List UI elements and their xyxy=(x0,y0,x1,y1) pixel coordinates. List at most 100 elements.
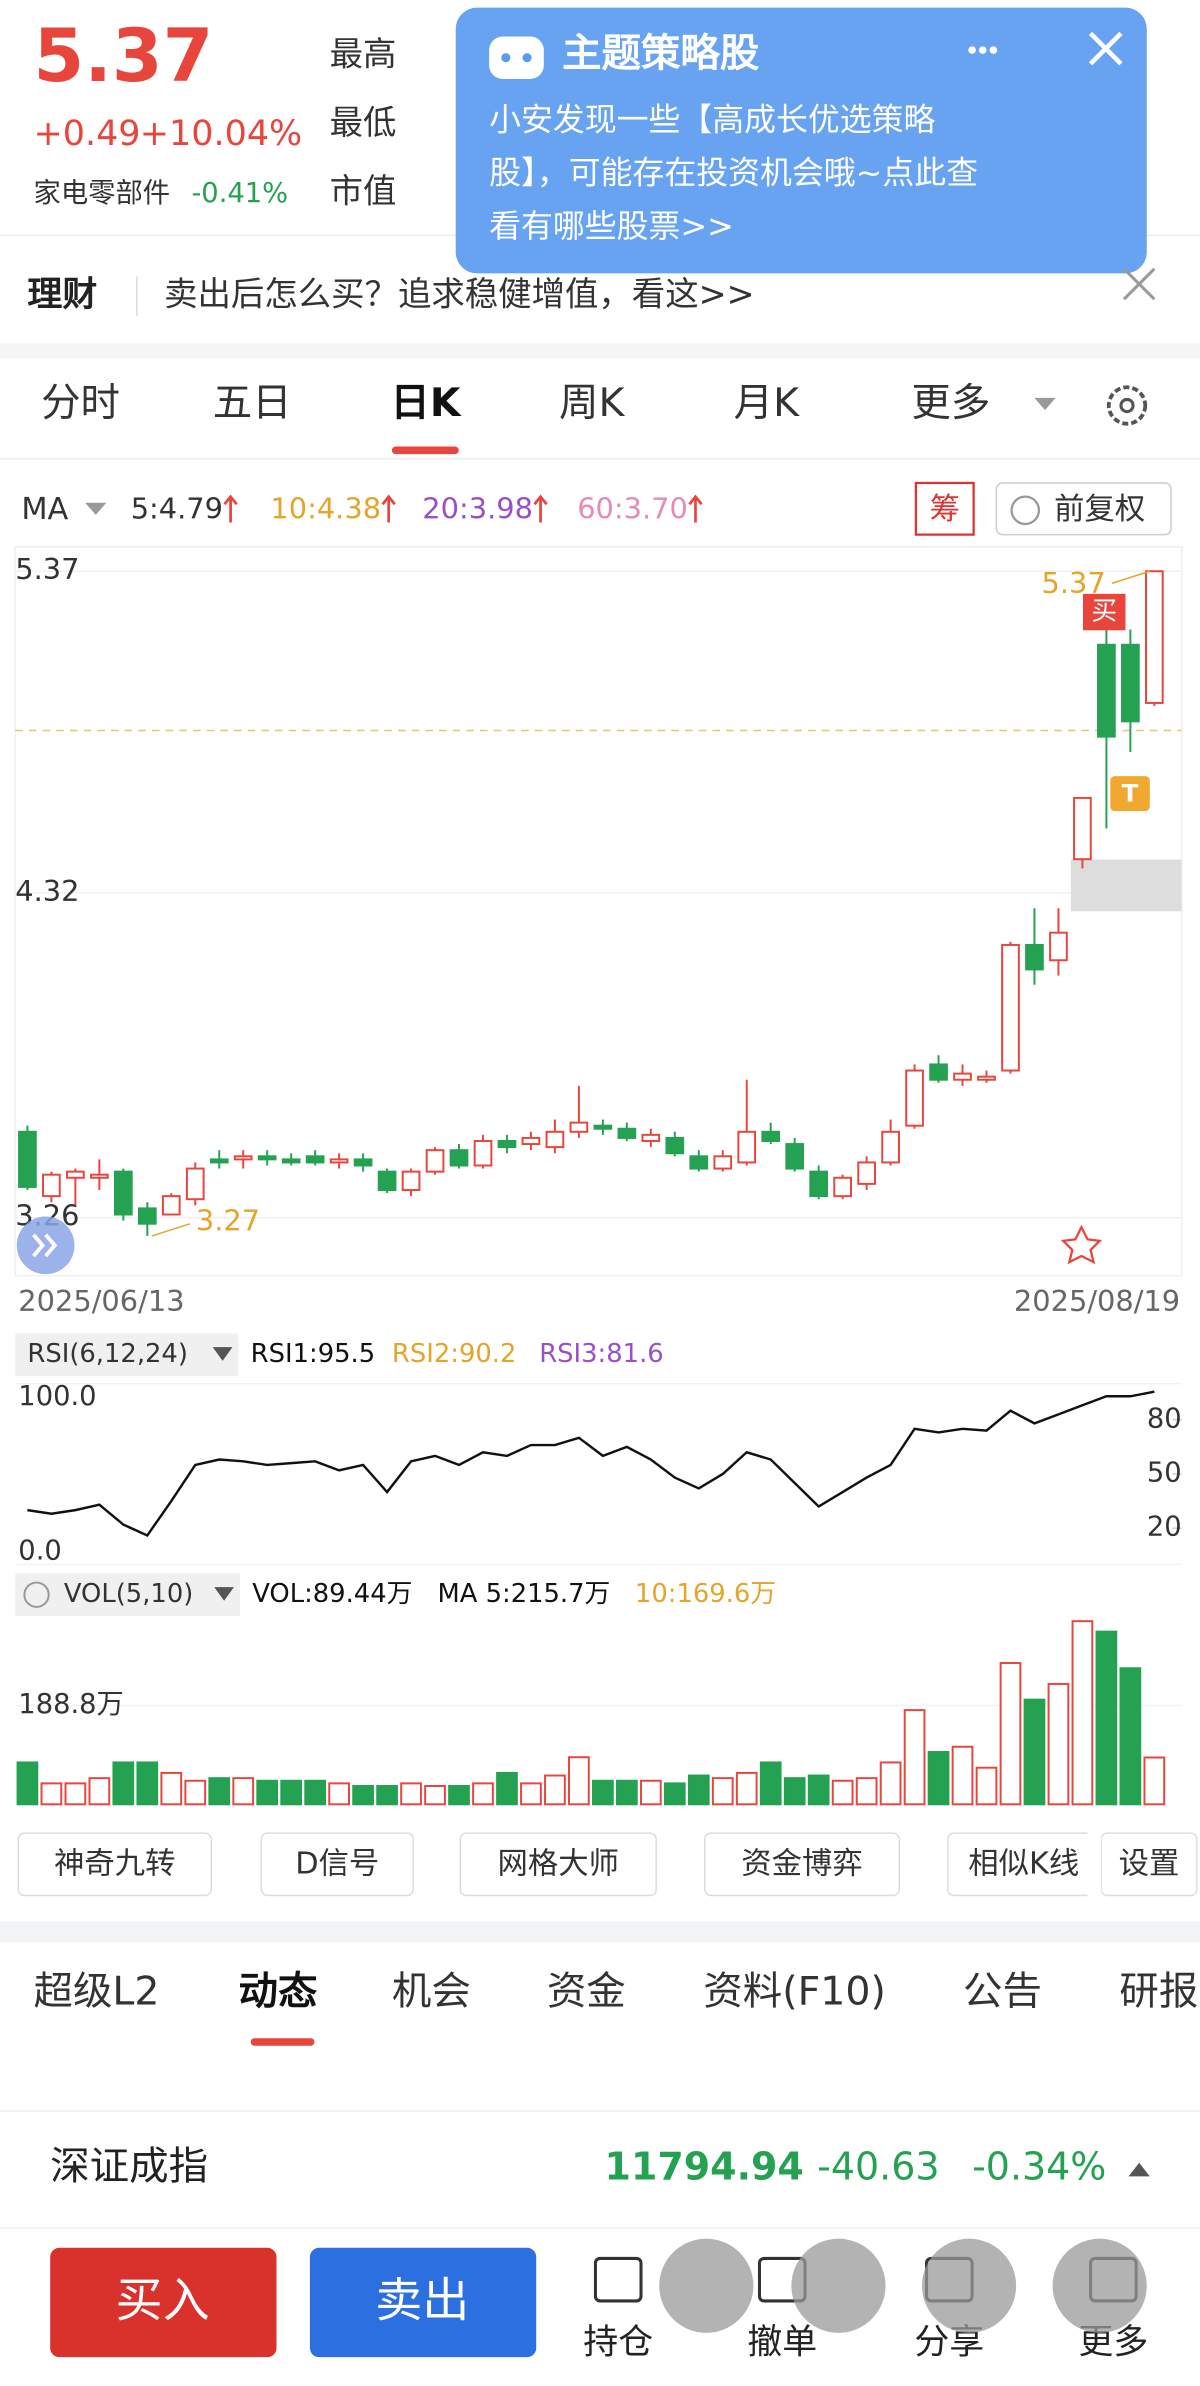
candle-body xyxy=(329,1158,349,1164)
candle-body xyxy=(689,1155,709,1170)
banner-text[interactable]: 卖出后怎么买？追求稳健增值，看这>> xyxy=(164,275,754,314)
candle-body xyxy=(257,1155,277,1161)
settings-icon[interactable] xyxy=(1106,385,1148,426)
volume-bar xyxy=(448,1785,470,1806)
volume-bar xyxy=(232,1777,255,1806)
volume-bar xyxy=(16,1761,39,1806)
tab[interactable]: 月K xyxy=(734,380,800,426)
up-arrow xyxy=(381,494,396,523)
tool-label[interactable]: 设置 xyxy=(1119,1847,1180,1882)
section-indicator xyxy=(250,2038,315,2046)
tool-label[interactable]: D信号 xyxy=(295,1847,379,1882)
candle-body xyxy=(305,1155,325,1164)
tool-button[interactable] xyxy=(459,1832,657,1897)
candle-body xyxy=(66,1170,85,1179)
nav-label[interactable]: 撤单 xyxy=(747,2322,817,2362)
tool-label[interactable]: 网格大师 xyxy=(498,1847,619,1882)
candle-body xyxy=(857,1161,876,1185)
popup[interactable] xyxy=(455,7,1147,274)
adjust-label[interactable]: 前复权 xyxy=(1054,492,1145,527)
section-tab[interactable]: 资料(F10) xyxy=(703,1969,886,2015)
section-tab[interactable]: 研报 xyxy=(1119,1969,1198,2015)
candle-body xyxy=(545,1130,565,1149)
t-marker-label: T xyxy=(1122,778,1139,807)
nav-label[interactable]: 持仓 xyxy=(583,2322,653,2362)
floating-button[interactable] xyxy=(791,2238,886,2333)
popup-menu xyxy=(989,46,998,54)
chips-label[interactable]: 筹 xyxy=(930,492,960,527)
banner-close[interactable] xyxy=(1122,267,1156,301)
indicator-selector[interactable] xyxy=(15,1333,239,1377)
tab[interactable]: 五日 xyxy=(213,380,292,426)
rsi-line xyxy=(27,1390,1155,1537)
volume-bar xyxy=(112,1761,135,1806)
tool-button[interactable] xyxy=(260,1832,414,1897)
candle-body xyxy=(137,1207,157,1225)
buy-label[interactable]: 买入 xyxy=(116,2273,210,2328)
buy-button[interactable] xyxy=(50,2247,277,2358)
rsi-tick-label: 80 xyxy=(1147,1403,1182,1434)
tool-button[interactable] xyxy=(704,1832,900,1897)
tool-button[interactable] xyxy=(17,1832,212,1897)
sell-label[interactable]: 卖出 xyxy=(375,2273,469,2328)
popup-menu xyxy=(968,46,976,54)
volume-bar xyxy=(544,1774,566,1806)
floating-button[interactable] xyxy=(659,2238,754,2333)
price: 5.37 xyxy=(33,14,213,99)
volume-bar xyxy=(735,1771,758,1806)
popup-icon xyxy=(501,53,511,63)
volume-bar xyxy=(40,1782,63,1806)
tool-label[interactable]: 神奇九转 xyxy=(54,1847,175,1882)
candle-body xyxy=(1001,943,1020,1072)
popup-text: 股】，可能存在投资机会哦~点此查 xyxy=(489,154,978,192)
volume-bar xyxy=(687,1774,710,1806)
indicator-selector[interactable] xyxy=(15,1573,241,1616)
volume-bar xyxy=(1095,1630,1118,1806)
candle-body xyxy=(1097,643,1116,738)
ma-value: 20:3.98 xyxy=(422,491,533,525)
cost-zone xyxy=(1070,859,1182,912)
section-tab[interactable]: 超级L2 xyxy=(33,1969,159,2015)
candle-body xyxy=(425,1149,445,1173)
chips-button[interactable] xyxy=(914,481,975,536)
section-tab[interactable]: 公告 xyxy=(963,1969,1042,2015)
volume-bar xyxy=(592,1779,614,1806)
quote-label: 市值 xyxy=(330,171,397,210)
vol-title[interactable]: VOL(5,10) xyxy=(64,1579,193,1609)
volume-bar xyxy=(855,1777,878,1806)
event-icon xyxy=(1060,1224,1103,1265)
volume-bar xyxy=(903,1709,926,1806)
sell-button[interactable] xyxy=(309,2247,537,2358)
rsi-tick-label: 20 xyxy=(1147,1512,1182,1543)
adjust-button[interactable] xyxy=(995,482,1172,536)
candle-body xyxy=(161,1195,181,1216)
candle-body xyxy=(665,1136,685,1155)
section-tab[interactable]: 机会 xyxy=(392,1969,471,2015)
section-tab[interactable]: 资金 xyxy=(547,1969,626,2015)
candle-body xyxy=(1121,643,1140,723)
rsi-tick-label: 100.0 xyxy=(18,1381,96,1412)
rsi-legend: RSI2:90.2 xyxy=(392,1339,516,1369)
up-arrow xyxy=(533,494,548,523)
candle-body xyxy=(473,1140,493,1167)
tab[interactable]: 周K xyxy=(559,380,625,426)
tab[interactable]: 分时 xyxy=(41,380,120,426)
floating-button[interactable] xyxy=(1052,2238,1147,2333)
candle-body xyxy=(497,1140,517,1149)
popup-close[interactable] xyxy=(1088,31,1123,66)
tool-label[interactable]: 资金博弈 xyxy=(741,1847,862,1882)
volume-bar xyxy=(759,1761,782,1806)
floating-button[interactable] xyxy=(921,2238,1017,2333)
section-tab[interactable]: 动态 xyxy=(239,1969,318,2015)
up-arrow xyxy=(688,494,703,523)
volume-bar xyxy=(328,1782,350,1806)
volume-bar xyxy=(663,1782,686,1806)
candle-body xyxy=(1049,931,1068,962)
scroll-button[interactable] xyxy=(16,1216,75,1275)
sector: 家电零部件 xyxy=(33,178,170,209)
settings-icon xyxy=(1119,397,1135,414)
tab[interactable]: 日K xyxy=(390,380,461,426)
rsi-title[interactable]: RSI(6,12,24) xyxy=(27,1339,188,1369)
tool-label[interactable]: 相似K线 xyxy=(968,1847,1079,1882)
tab[interactable]: 更多 xyxy=(911,380,990,426)
